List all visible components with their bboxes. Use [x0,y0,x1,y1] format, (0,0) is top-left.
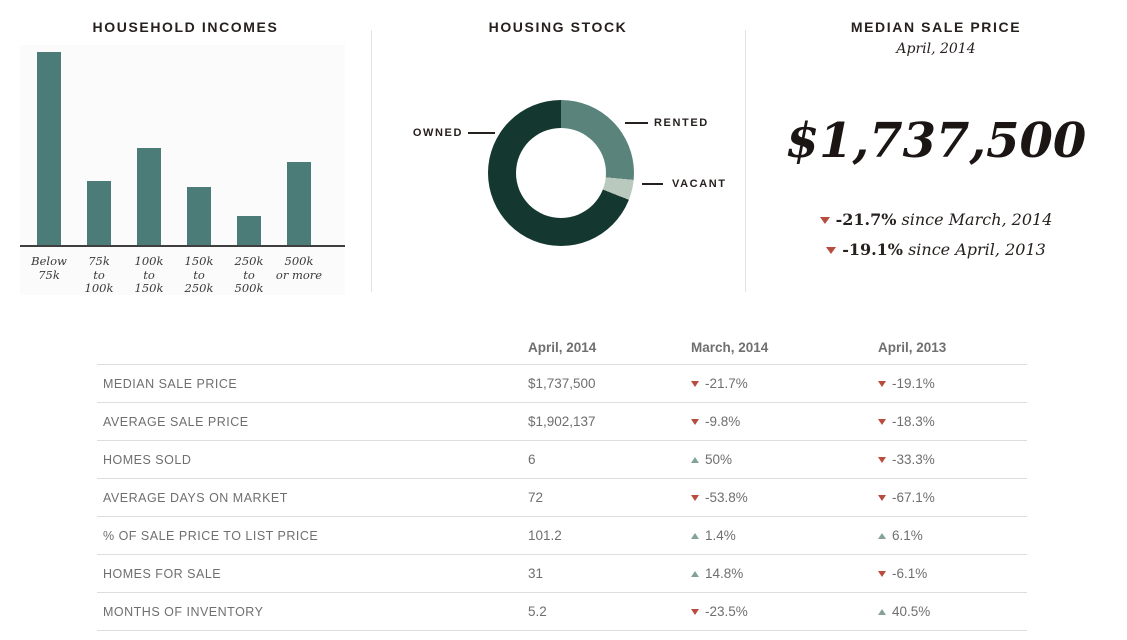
change-percent: -21.7% [835,210,897,229]
housing-stock-panel: HOUSING STOCK OWNED RENTED VACANT [371,0,745,312]
current-value: 101.2 [528,528,562,543]
current-value: $1,902,137 [528,414,596,429]
owned-label: OWNED [412,127,463,139]
current-value: 72 [528,490,544,505]
median-sale-price-period: April, 2014 [896,41,976,57]
bar-category-label: 150k to 250k [184,254,214,295]
change-since-prev-year: -19.1% since April, 2013 [745,240,1127,260]
down-arrow-icon [691,495,699,502]
rented-label: RENTED [654,117,709,129]
market-stats-table: April, 2014 March, 2014 April, 2013 MEDI… [97,330,1027,631]
metric-label: HOMES FOR SALE [103,566,222,581]
change-vs-prev-year: -33.3% [872,452,1027,467]
metric-label: MONTHS OF INVENTORY [103,604,264,619]
change-vs-prev-month: -53.8% [685,490,872,505]
table-row: MONTHS OF INVENTORY 5.2 -23.5% 40.5% [97,593,1027,631]
metric-label: % OF SALE PRICE TO LIST PRICE [103,528,319,543]
up-arrow-icon [878,609,886,616]
median-sale-price-value: $1,737,500 [785,113,1087,169]
owned-callout-line [468,132,495,134]
down-arrow-icon [826,247,837,255]
bar [187,187,211,245]
down-arrow-icon [878,419,886,426]
housing-stock-title: HOUSING STOCK [488,19,628,35]
x-axis-line [20,245,345,247]
change-suffix: since April, 2013 [903,240,1046,259]
household-incomes-panel: HOUSEHOLD INCOMES Below 75k 75k to 100k 100k t… [0,0,371,312]
current-value: 6 [528,452,536,467]
bar [87,181,111,245]
up-arrow-icon [878,533,886,540]
current-value: 31 [528,566,544,581]
current-value: $1,737,500 [528,376,596,391]
bar-category-label: 100k to 150k [134,254,164,295]
change-suffix: since March, 2014 [896,210,1053,229]
change-vs-prev-year: 40.5% [872,604,1027,619]
change-vs-prev-year: 6.1% [872,528,1027,543]
panel-divider [745,30,746,292]
table-header-row: April, 2014 March, 2014 April, 2013 [97,330,1027,365]
current-value: 5.2 [528,604,547,619]
change-vs-prev-year: -6.1% [872,566,1027,581]
metric-label: MEDIAN SALE PRICE [103,376,238,391]
panel-divider [371,30,372,292]
housing-stock-donut-chart [488,100,634,246]
bar [137,148,161,245]
change-vs-prev-month: 14.8% [685,566,872,581]
down-arrow-icon [878,381,886,388]
up-arrow-icon [691,533,699,540]
down-arrow-icon [691,419,699,426]
vacant-label: VACANT [672,178,727,190]
household-incomes-bar-chart: Below 75k 75k to 100k 100k to 150k 150k to 250k 250… [20,45,345,295]
up-arrow-icon [691,571,699,578]
bar-category-label: 250k to 500k [234,254,264,295]
bar [237,216,261,245]
table-row: AVERAGE SALE PRICE $1,902,137 -9.8% -18.3% [97,403,1027,441]
dashboard-top-section: HOUSEHOLD INCOMES Below 75k 75k to 100k 100k t… [0,0,1127,312]
vacant-callout-line [642,183,663,185]
bar [37,52,61,245]
change-vs-prev-month: -9.8% [685,414,872,429]
change-vs-prev-year: -18.3% [872,414,1027,429]
bar-category-label: 75k to 100k [84,254,114,295]
table-row: HOMES FOR SALE 31 14.8% -6.1% [97,555,1027,593]
bar-category-label: 500k or more [275,254,323,282]
column-header-april-2013: April, 2013 [878,339,947,355]
down-arrow-icon [878,571,886,578]
change-vs-prev-month: -21.7% [685,376,872,391]
change-since-prev-month: -21.7% since March, 2014 [745,210,1127,230]
metric-label: AVERAGE SALE PRICE [103,414,249,429]
down-arrow-icon [691,609,699,616]
change-vs-prev-month: 50% [685,452,872,467]
change-vs-prev-year: -19.1% [872,376,1027,391]
bar [287,162,311,245]
change-percent: -19.1% [842,240,903,259]
metric-label: AVERAGE DAYS ON MARKET [103,490,288,505]
table-row: MEDIAN SALE PRICE $1,737,500 -21.7% -19.1% [97,365,1027,403]
change-vs-prev-year: -67.1% [872,490,1027,505]
median-sale-price-title: MEDIAN SALE PRICE [850,19,1022,35]
table-body: MEDIAN SALE PRICE $1,737,500 -21.7% -19.1% A… [97,365,1027,631]
down-arrow-icon [819,217,830,225]
bar-category-label: Below 75k [31,254,67,282]
down-arrow-icon [691,381,699,388]
table-row: AVERAGE DAYS ON MARKET 72 -53.8% -67.1% [97,479,1027,517]
metric-label: HOMES SOLD [103,452,192,467]
change-vs-prev-month: 1.4% [685,528,872,543]
household-incomes-title: HOUSEHOLD INCOMES [92,19,279,35]
down-arrow-icon [878,495,886,502]
median-sale-price-panel: MEDIAN SALE PRICE April, 2014 $1,737,500… [745,0,1127,312]
column-header-march-2014: March, 2014 [691,339,769,355]
up-arrow-icon [691,457,699,464]
table-row: % OF SALE PRICE TO LIST PRICE 101.2 1.4% 6.… [97,517,1027,555]
rented-callout-line [625,122,648,124]
column-header-april-2014: April, 2014 [528,339,597,355]
table-row: HOMES SOLD 6 50% -33.3% [97,441,1027,479]
down-arrow-icon [878,457,886,464]
change-vs-prev-month: -23.5% [685,604,872,619]
